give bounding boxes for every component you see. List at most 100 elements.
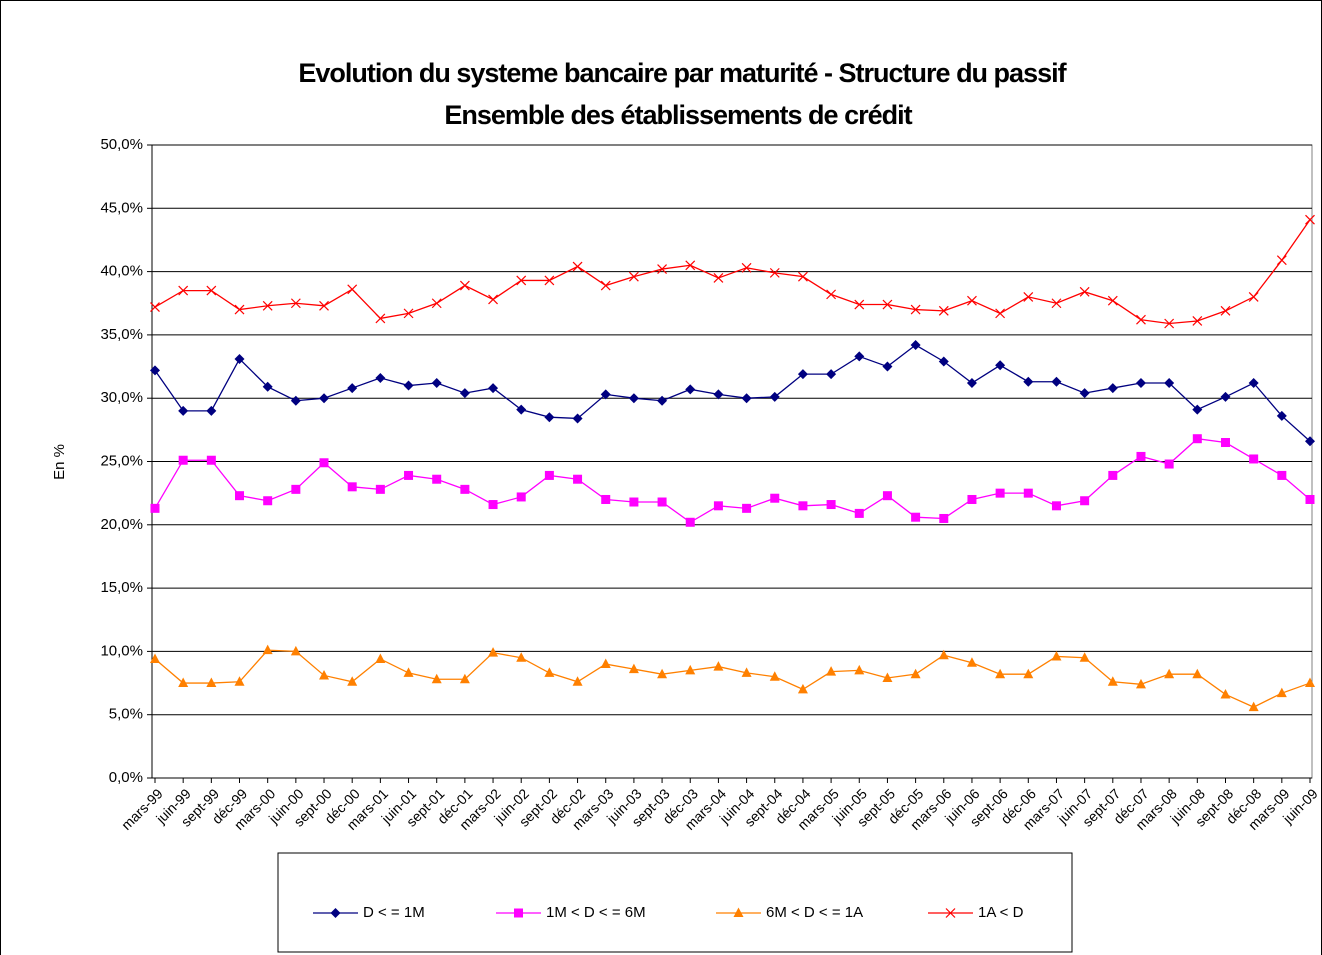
data-point — [1305, 494, 1315, 504]
data-point — [488, 383, 499, 394]
data-point — [290, 298, 301, 309]
data-point — [375, 372, 386, 383]
data-point — [1164, 668, 1175, 679]
data-point — [516, 275, 527, 286]
legend-marker — [514, 908, 523, 918]
data-point — [459, 673, 470, 684]
data-point — [1023, 291, 1034, 302]
data-point — [657, 497, 667, 507]
data-point — [150, 503, 160, 513]
data-point — [1079, 286, 1090, 297]
data-point — [911, 512, 921, 522]
marker-stroke — [234, 304, 245, 315]
data-point — [290, 645, 301, 656]
marker-stroke — [995, 308, 1006, 319]
data-point — [1051, 501, 1061, 511]
data-point — [629, 497, 639, 507]
data-point — [573, 474, 583, 484]
data-point — [572, 413, 583, 424]
data-point — [403, 308, 414, 319]
marker-stroke — [600, 280, 611, 291]
data-point — [910, 668, 921, 679]
data-point — [1135, 678, 1146, 689]
data-point — [995, 360, 1006, 371]
data-point — [206, 285, 217, 296]
data-point — [234, 676, 245, 686]
legend-label: 1A < D — [978, 904, 1024, 921]
marker-stroke — [945, 908, 956, 918]
data-point — [910, 340, 921, 351]
chart-subtitle: Ensemble des établissements de crédit — [444, 100, 912, 130]
data-point — [544, 667, 555, 677]
data-point — [966, 378, 977, 389]
data-point — [1107, 295, 1118, 306]
data-point — [1164, 378, 1175, 389]
data-point — [319, 669, 330, 680]
marker-stroke — [1164, 318, 1175, 329]
data-point — [1220, 438, 1230, 448]
data-point — [1164, 459, 1174, 469]
marker-stroke — [319, 300, 329, 311]
data-point — [488, 500, 498, 510]
data-point — [1051, 298, 1062, 309]
data-point — [150, 365, 160, 376]
data-point — [769, 671, 780, 681]
marker-stroke — [882, 299, 893, 310]
data-point — [1023, 668, 1034, 679]
series-line — [154, 344, 1311, 442]
data-point — [404, 470, 414, 480]
data-point — [178, 677, 189, 688]
data-point — [1023, 488, 1033, 498]
data-point — [488, 647, 499, 657]
data-point — [1248, 378, 1259, 389]
data-point — [1051, 650, 1062, 661]
data-point — [1276, 255, 1287, 266]
data-point — [1248, 291, 1259, 302]
data-point — [1079, 388, 1090, 399]
data-point — [628, 271, 639, 282]
data-point — [516, 652, 527, 662]
data-point — [263, 496, 273, 506]
data-point — [375, 653, 386, 663]
data-point — [741, 393, 752, 404]
data-point — [319, 393, 330, 404]
y-tick-label: 30,0% — [100, 389, 143, 406]
data-point — [1051, 376, 1062, 387]
data-point — [1107, 383, 1118, 394]
data-point — [1248, 701, 1259, 712]
data-point — [1277, 470, 1287, 480]
data-point — [572, 676, 583, 686]
data-point — [319, 300, 329, 311]
marker-stroke — [572, 261, 583, 272]
data-point — [1192, 668, 1203, 679]
data-point — [1023, 376, 1034, 387]
data-point — [910, 304, 921, 315]
data-point — [178, 285, 189, 296]
data-point — [826, 666, 837, 676]
data-point — [628, 393, 639, 404]
marker-stroke — [459, 280, 470, 291]
data-point — [769, 267, 780, 278]
data-point — [460, 484, 470, 494]
data-point — [938, 649, 949, 660]
marker-stroke — [206, 285, 217, 296]
legend-label: D < = 1M — [363, 904, 425, 921]
data-point — [601, 494, 611, 504]
marker-stroke — [178, 285, 189, 296]
data-point — [375, 484, 385, 494]
series-line — [154, 219, 1311, 325]
data-point — [939, 513, 949, 523]
chart-title: Evolution du systeme bancaire par maturi… — [298, 58, 1067, 88]
marker-stroke — [938, 305, 949, 316]
data-point — [995, 668, 1006, 679]
data-point — [375, 313, 386, 324]
marker-stroke — [1051, 298, 1062, 309]
data-point — [1220, 391, 1231, 402]
marker-stroke — [854, 299, 865, 310]
data-point — [234, 304, 245, 315]
data-point — [178, 455, 188, 465]
marker-stroke — [347, 284, 358, 295]
data-point — [995, 308, 1006, 319]
data-point — [544, 470, 554, 480]
data-point — [319, 458, 329, 468]
